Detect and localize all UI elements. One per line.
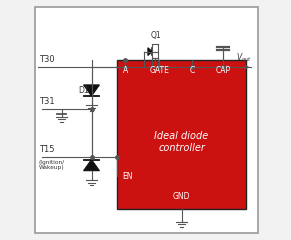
Text: Ideal diode
controller: Ideal diode controller	[154, 131, 209, 153]
Text: Q1: Q1	[151, 31, 162, 40]
Text: (Ignition/
Wakeup): (Ignition/ Wakeup)	[39, 160, 65, 170]
Text: EN: EN	[123, 172, 133, 180]
Polygon shape	[84, 85, 100, 96]
Text: C: C	[189, 66, 194, 75]
Text: T30: T30	[39, 55, 54, 64]
Text: D1: D1	[78, 86, 89, 95]
Text: GATE: GATE	[150, 66, 169, 75]
Text: T15: T15	[39, 145, 54, 154]
Polygon shape	[148, 48, 152, 55]
Text: T31: T31	[39, 97, 54, 106]
Polygon shape	[84, 160, 100, 171]
Text: A: A	[123, 66, 128, 75]
Text: $V_{out}$: $V_{out}$	[235, 51, 252, 64]
Text: CAP: CAP	[215, 66, 230, 75]
Text: GND: GND	[173, 192, 190, 201]
Bar	[117, 60, 246, 209]
